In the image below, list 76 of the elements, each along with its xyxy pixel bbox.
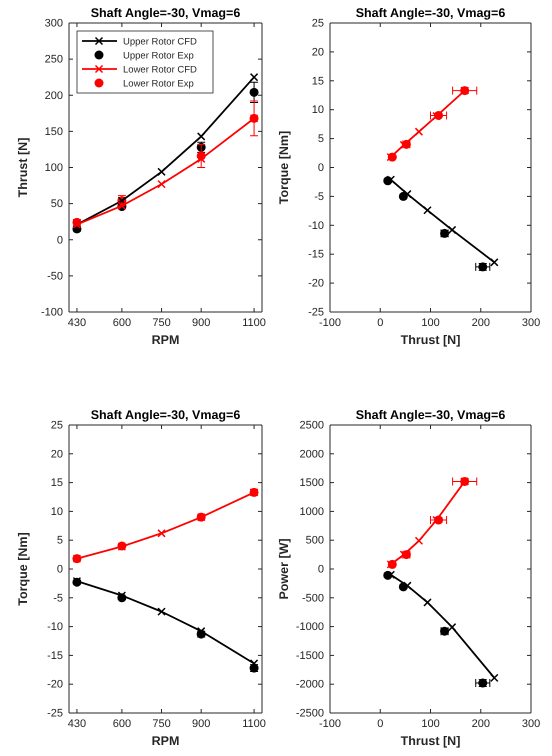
x-tick-label: 430 [68, 316, 86, 329]
y-axis-title: Torque [Nm] [277, 130, 291, 204]
x-tick-label: 600 [112, 316, 132, 329]
y-tick-label: 200 [44, 90, 63, 102]
x-tick-label: 200 [472, 316, 490, 329]
y-tick-label: -5 [314, 190, 324, 203]
y-tick-label: 15 [312, 75, 324, 88]
x-tick-label: 1100 [242, 316, 266, 329]
y-tick-label: 5 [56, 534, 63, 547]
y-tick-label: 25 [50, 420, 63, 432]
x-tick-label: 100 [421, 316, 440, 329]
y-tick-label: 20 [50, 448, 63, 460]
x-axis-title: Thrust [N] [400, 333, 460, 347]
y-tick-label: 25 [312, 18, 324, 30]
y-tick-label: 300 [44, 18, 63, 30]
legend-label: Lower Rotor CFD [123, 64, 198, 76]
y-tick-label: -15 [47, 650, 63, 662]
y-tick-label: 20 [312, 46, 324, 58]
chart-title: Shaft Angle=-30, Vmag=6 [356, 6, 506, 20]
x-tick-label: 200 [472, 718, 490, 730]
y-tick-label: 2000 [300, 448, 324, 460]
y-axis-title: Thrust [N] [16, 138, 30, 198]
x-tick-label: 900 [192, 316, 210, 329]
y-tick-label: 0 [318, 162, 324, 174]
y-tick-label: 5 [318, 133, 324, 146]
x-axis-title: RPM [152, 734, 180, 748]
y-tick-label: -1000 [296, 621, 324, 634]
x-tick-label: 0 [377, 718, 384, 730]
y-tick-label: 0 [56, 234, 63, 246]
y-tick-label: 250 [44, 54, 63, 66]
y-tick-label: -50 [47, 270, 63, 282]
y-axis-title: Power [W] [277, 538, 291, 600]
x-tick-label: 1100 [242, 718, 266, 730]
x-tick-label: 300 [522, 316, 540, 329]
y-tick-label: 50 [50, 198, 63, 210]
y-tick-label: 15 [50, 477, 63, 490]
y-tick-label: 1500 [300, 477, 324, 490]
y-tick-label: -100 [40, 306, 63, 319]
legend-label: Upper Rotor Exp [123, 50, 194, 62]
x-tick-label: 100 [421, 718, 440, 730]
y-tick-label: -15 [308, 248, 324, 261]
y-tick-label: -25 [47, 708, 63, 720]
y-tick-label: -25 [308, 306, 324, 319]
x-axis-title: Thrust [N] [400, 734, 460, 748]
x-axis-title: RPM [152, 333, 180, 347]
y-tick-label: 10 [312, 104, 324, 116]
y-axis-title: Torque [Nm] [16, 532, 30, 606]
x-tick-label: 600 [112, 718, 132, 730]
x-tick-label: 300 [522, 718, 540, 730]
y-tick-label: 500 [306, 534, 324, 547]
y-tick-label: 10 [50, 506, 63, 518]
x-tick-label: 900 [192, 718, 210, 730]
y-tick-label: 1000 [300, 506, 324, 518]
legend-label: Lower Rotor Exp [123, 78, 194, 90]
x-tick-label: 750 [152, 718, 171, 730]
y-tick-label: -2500 [296, 708, 324, 720]
y-tick-label: -10 [308, 220, 324, 232]
y-tick-label: 2500 [300, 420, 324, 432]
x-tick-label: 430 [68, 718, 86, 730]
y-tick-label: -20 [308, 278, 324, 290]
chart-title: Shaft Angle=-30, Vmag=6 [90, 408, 240, 422]
y-tick-label: -20 [47, 678, 63, 691]
y-tick-label: 100 [44, 162, 63, 174]
chart-title: Shaft Angle=-30, Vmag=6 [90, 6, 240, 20]
chart-title: Shaft Angle=-30, Vmag=6 [356, 408, 506, 422]
y-tick-label: -10 [47, 621, 63, 634]
y-tick-label: -5 [53, 592, 63, 604]
x-tick-label: 0 [377, 316, 384, 329]
legend-label: Upper Rotor CFD [123, 36, 198, 48]
y-tick-label: -2000 [296, 678, 324, 691]
y-tick-label: 150 [44, 126, 63, 138]
y-tick-label: -500 [302, 592, 324, 604]
y-tick-label: 0 [318, 564, 324, 576]
y-tick-label: 0 [56, 564, 63, 576]
x-tick-label: 750 [152, 316, 171, 329]
y-tick-label: -1500 [296, 650, 324, 662]
